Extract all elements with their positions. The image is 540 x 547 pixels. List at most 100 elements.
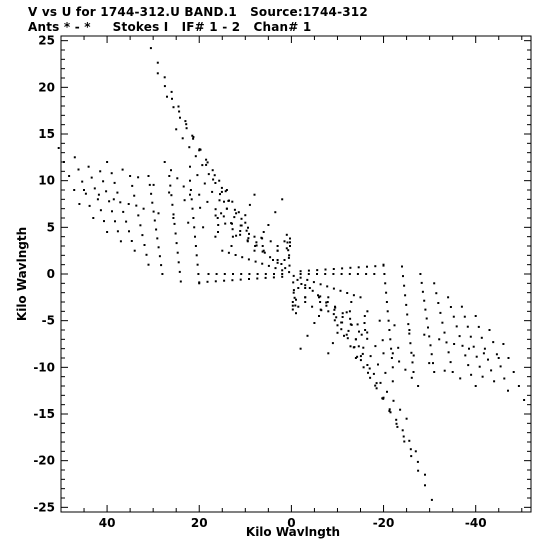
data-point <box>105 190 108 193</box>
data-point <box>239 230 242 232</box>
data-point <box>408 329 411 331</box>
data-point <box>319 295 322 298</box>
data-point <box>214 280 217 283</box>
data-point <box>199 148 202 151</box>
data-point <box>137 214 140 217</box>
data-point <box>192 217 195 219</box>
data-point <box>156 61 159 64</box>
data-point <box>292 274 295 277</box>
data-point <box>481 375 484 378</box>
data-point <box>244 221 247 224</box>
data-point <box>447 296 450 299</box>
data-point <box>372 372 375 375</box>
data-point <box>409 342 412 345</box>
data-point <box>280 263 283 265</box>
data-point <box>81 180 84 183</box>
data-point <box>237 211 240 214</box>
data-point <box>325 304 328 307</box>
data-point <box>169 184 172 187</box>
data-point <box>291 301 294 303</box>
data-point <box>382 396 385 399</box>
data-point <box>412 371 415 373</box>
data-point <box>235 212 238 215</box>
data-point <box>198 193 201 196</box>
data-point <box>470 373 473 376</box>
data-point <box>404 294 407 297</box>
data-point <box>430 498 433 501</box>
data-point <box>233 208 236 211</box>
data-point <box>211 190 214 193</box>
data-point <box>366 331 369 334</box>
data-point <box>327 296 330 299</box>
data-point <box>170 90 173 93</box>
data-point <box>324 273 327 275</box>
data-point <box>285 247 288 250</box>
data-point <box>127 203 130 205</box>
data-point <box>253 235 256 238</box>
data-point <box>217 231 219 233</box>
data-point <box>267 224 270 226</box>
data-point <box>427 326 429 329</box>
data-point <box>221 249 224 252</box>
data-point <box>62 161 65 163</box>
data-point <box>170 169 172 172</box>
data-point <box>161 273 164 275</box>
y-tick-label: 25 <box>38 34 55 48</box>
data-point <box>177 261 180 264</box>
data-point <box>401 265 403 268</box>
data-point <box>130 240 133 242</box>
data-point <box>373 273 376 275</box>
data-point <box>439 311 442 314</box>
data-point <box>389 411 392 414</box>
data-point <box>421 290 424 293</box>
data-point <box>90 176 93 179</box>
data-point <box>343 334 345 337</box>
data-point <box>495 353 498 356</box>
data-point <box>340 328 343 331</box>
data-point <box>299 347 302 350</box>
data-point <box>316 273 318 275</box>
data-point <box>194 155 197 158</box>
data-point <box>233 216 236 219</box>
data-point <box>276 245 279 247</box>
data-point <box>151 201 154 204</box>
data-point <box>194 235 196 238</box>
data-point <box>193 226 196 229</box>
data-point <box>240 273 243 275</box>
x-tick-label: 40 <box>99 516 116 530</box>
y-tick-label: 5 <box>47 220 55 234</box>
y-tick-label: 15 <box>38 127 55 141</box>
data-point <box>306 278 309 281</box>
data-point <box>387 319 390 322</box>
data-point <box>152 183 155 186</box>
data-point <box>172 217 175 219</box>
data-point <box>461 344 464 347</box>
data-point <box>488 329 491 331</box>
data-point <box>294 304 297 307</box>
data-point <box>469 335 472 338</box>
data-point <box>281 198 284 201</box>
data-point <box>234 254 237 256</box>
data-point <box>388 410 391 412</box>
data-point <box>392 399 395 402</box>
data-point <box>206 280 209 283</box>
data-point <box>184 120 187 123</box>
data-point <box>512 371 515 373</box>
data-point <box>248 232 250 235</box>
data-point <box>292 291 295 294</box>
data-point <box>332 268 335 270</box>
data-point <box>332 287 335 290</box>
data-point <box>231 228 234 231</box>
data-point <box>296 278 299 281</box>
data-point <box>295 312 297 315</box>
data-point <box>276 249 279 252</box>
data-point <box>359 359 362 362</box>
data-point <box>205 158 208 161</box>
data-point <box>340 273 343 275</box>
data-point <box>449 306 452 308</box>
data-point <box>382 352 385 355</box>
data-point <box>451 371 454 373</box>
data-point <box>288 254 291 257</box>
data-point <box>399 408 402 411</box>
data-point <box>230 245 233 247</box>
